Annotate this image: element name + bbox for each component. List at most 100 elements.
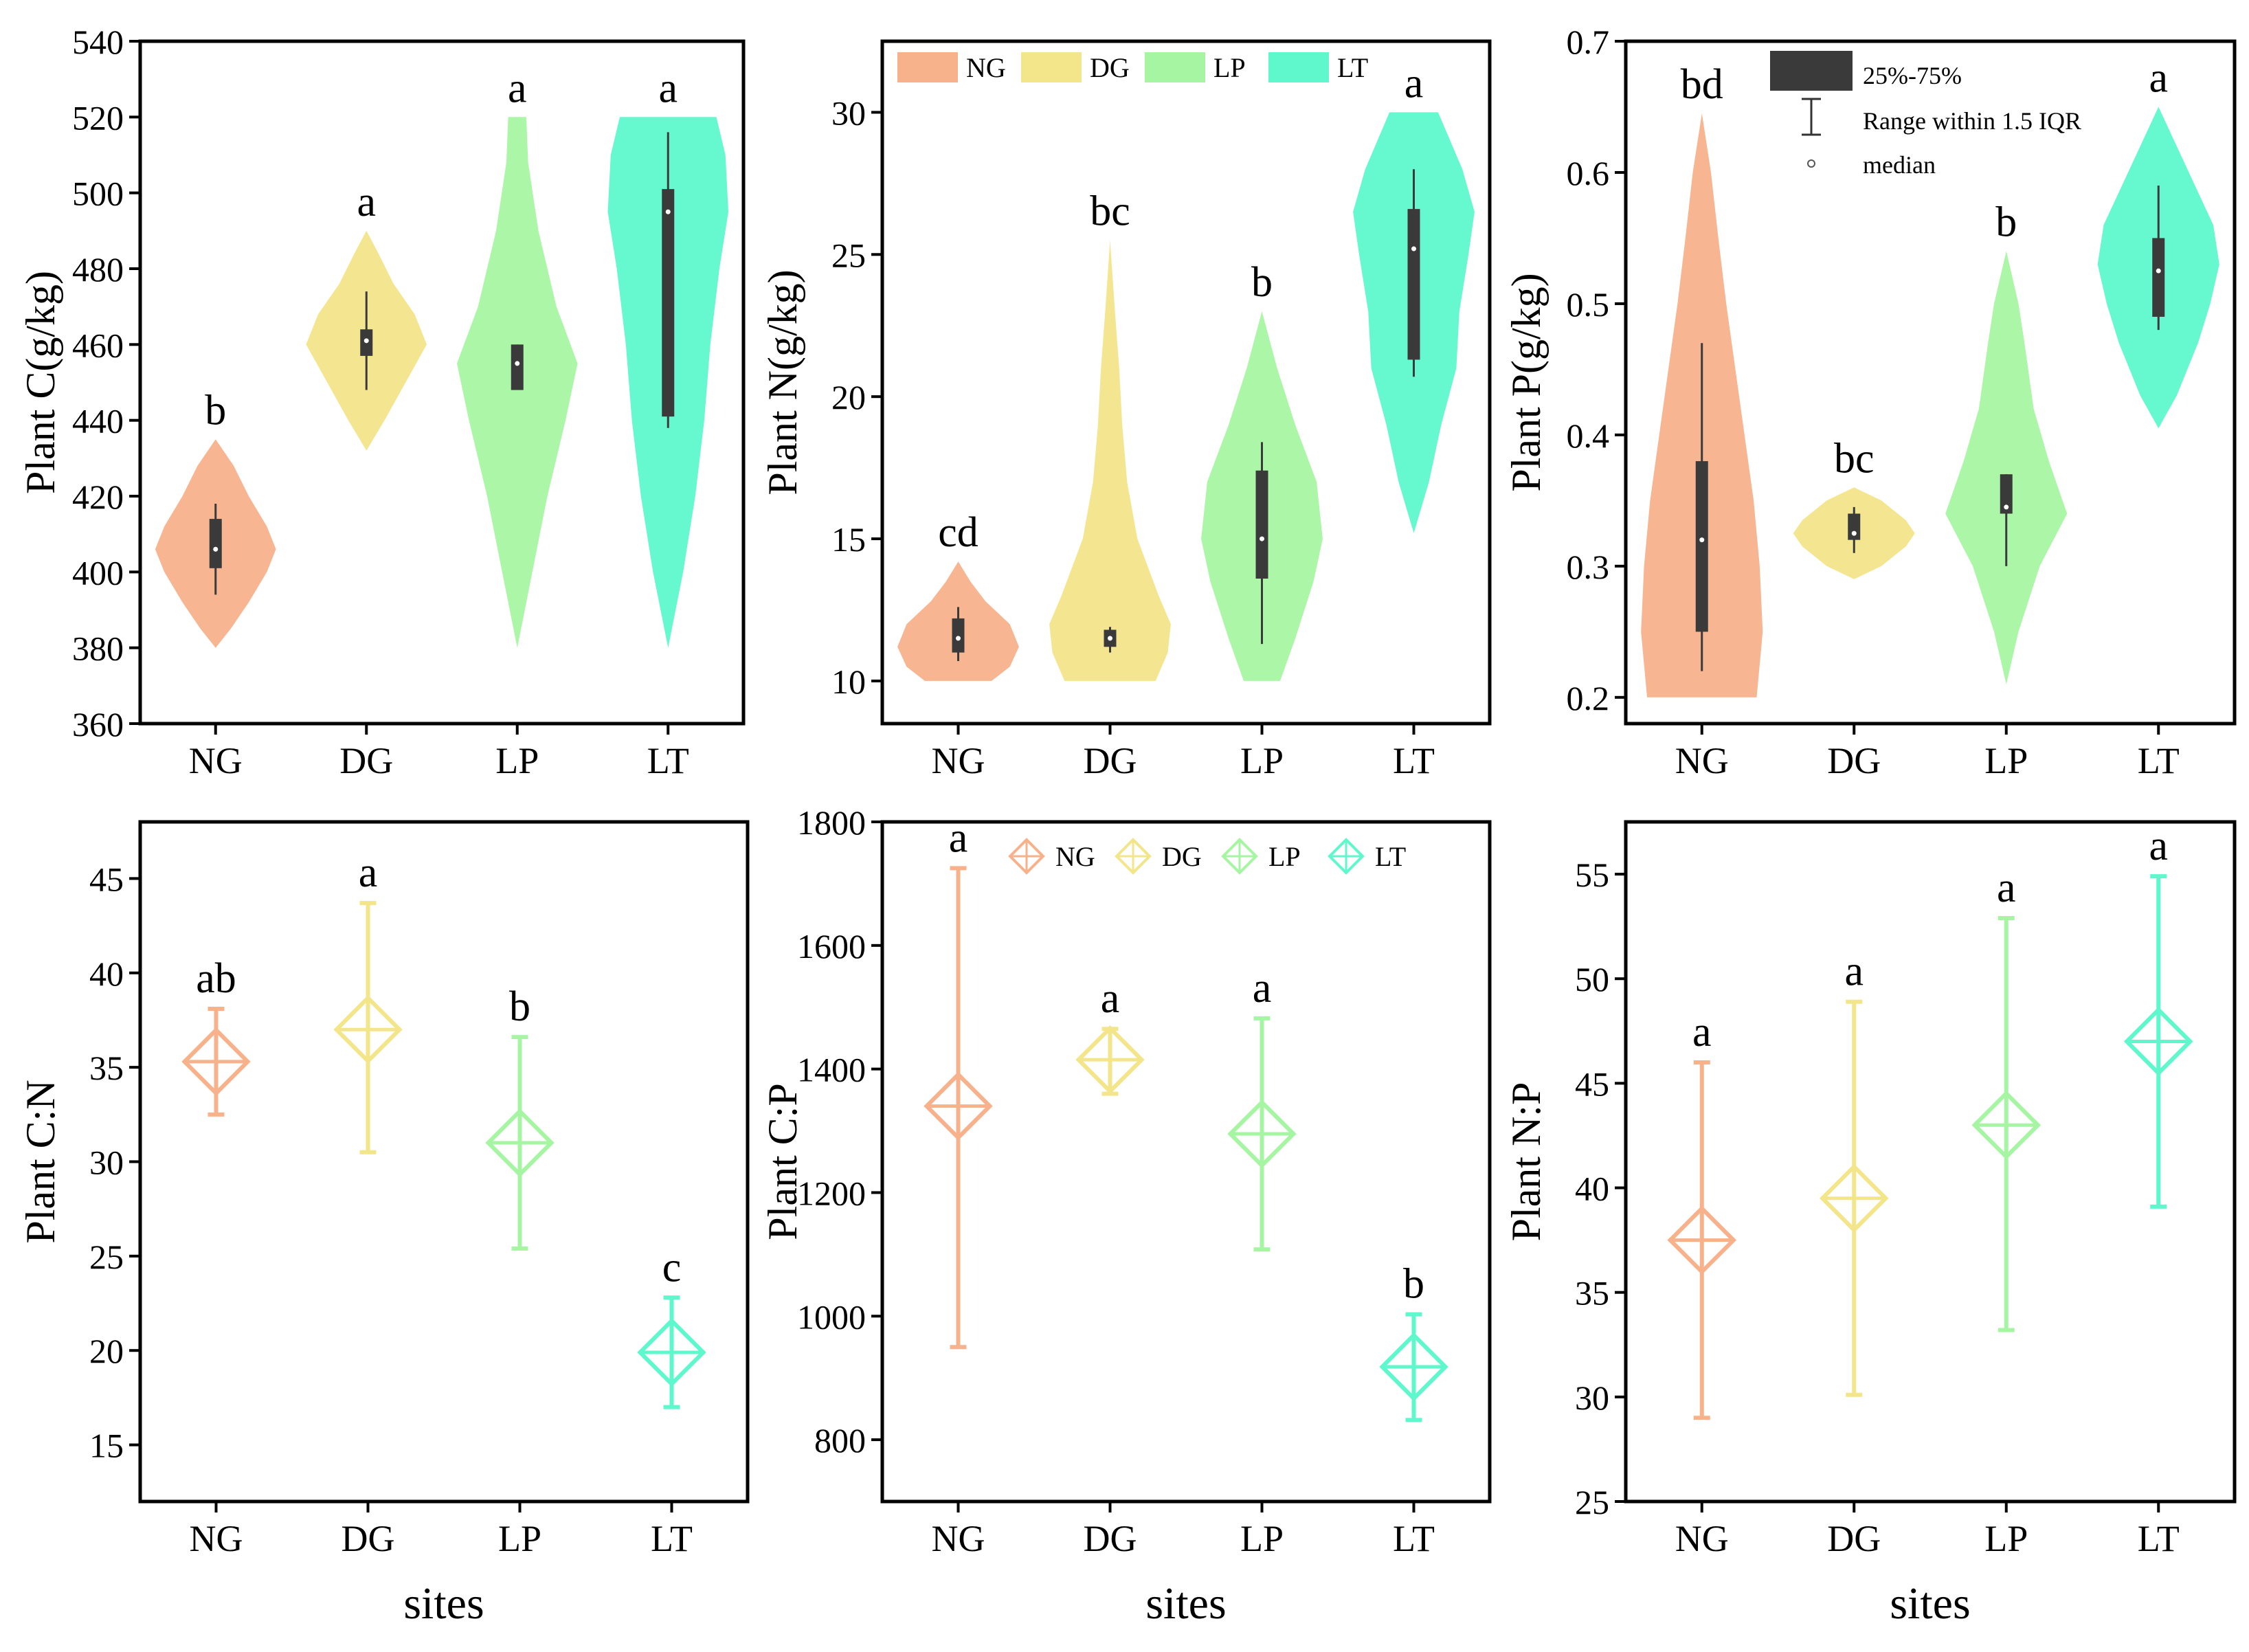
y-axis-label: Plant C:N xyxy=(18,1080,63,1243)
legend-swatch-LT xyxy=(1268,52,1329,82)
median-dot-NG xyxy=(1699,537,1705,543)
mean-diamond-DG xyxy=(1075,1025,1145,1095)
significance-letter-DG: a xyxy=(1844,948,1864,995)
iqr-box-LT xyxy=(1407,209,1420,360)
x-tick-label: NG xyxy=(1675,1518,1729,1559)
mean-diamond-LT xyxy=(1379,1332,1448,1402)
y-tick-label: 45 xyxy=(1575,1064,1609,1103)
iqr-box-NG xyxy=(209,519,222,568)
significance-letter-DG: bc xyxy=(1834,435,1875,482)
median-dot-LT xyxy=(1411,246,1416,252)
y-tick-label: 540 xyxy=(72,23,124,61)
y-tick-label: 40 xyxy=(89,955,124,993)
median-dot-DG xyxy=(1108,636,1112,641)
plant-n-panel: 10 15 20 25 30 NG DG LP LT Plant N(g/kg) cd bc b a NG D… xyxy=(760,39,1492,781)
y-tick-label: 30 xyxy=(89,1143,124,1182)
y-tick-label: 55 xyxy=(1575,856,1609,894)
y-tick-label: 1000 xyxy=(797,1297,866,1336)
x-tick-label: LT xyxy=(1393,740,1435,781)
significance-letter-LT: a xyxy=(2149,823,2168,869)
x-axis-label: sites xyxy=(403,1578,484,1629)
median-dot-LT xyxy=(665,209,671,214)
y-tick-label: 380 xyxy=(72,629,124,668)
significance-letter-LT: a xyxy=(1405,60,1424,107)
iqr-box-LP xyxy=(511,344,524,390)
significance-letter-NG: b xyxy=(205,387,226,434)
significance-letter-LP: a xyxy=(1997,864,2016,911)
y-tick-label: 15 xyxy=(831,520,866,559)
x-tick-label: LT xyxy=(651,1518,693,1559)
x-tick-label: LT xyxy=(2138,1518,2180,1559)
legend: NG DG LP LT xyxy=(1008,838,1406,875)
y-tick-label: 0.3 xyxy=(1567,548,1610,586)
legend-swatch-LP xyxy=(1145,52,1205,82)
y-axis-label: Plant N(g/kg) xyxy=(760,269,805,495)
y-tick-label: 25 xyxy=(89,1238,124,1276)
significance-letter-DG: a xyxy=(357,179,376,225)
significance-letter-DG: a xyxy=(359,849,378,896)
y-tick-label: 480 xyxy=(72,250,124,289)
median-dot-LP xyxy=(2004,504,2009,510)
x-tick-label: DG xyxy=(1827,740,1881,781)
axes-frame xyxy=(138,39,746,726)
legend-label-NG: NG xyxy=(1055,841,1095,872)
y-axis-label: Plant C:P xyxy=(760,1083,805,1240)
plant-np-panel: 25 30 35 40 45 50 55 NG DG LP LT Plant N:P sites a a a a xyxy=(1503,820,2237,1629)
median-dot-NG xyxy=(956,636,961,641)
x-tick-label: DG xyxy=(342,1518,395,1559)
x-axis-label: sites xyxy=(1890,1578,1970,1629)
y-tick-label: 0.4 xyxy=(1567,416,1610,455)
significance-letter-NG: ab xyxy=(196,955,236,1002)
y-tick-label: 35 xyxy=(1575,1274,1609,1313)
y-tick-label: 360 xyxy=(72,705,124,744)
y-tick-label: 0.5 xyxy=(1567,285,1610,324)
significance-letter-LP: b xyxy=(1251,259,1273,306)
y-axis-label: Plant P(g/kg) xyxy=(1503,273,1549,491)
iqr-box-NG xyxy=(1695,461,1708,632)
significance-letter-LP: a xyxy=(508,65,527,111)
legend-median-marker xyxy=(1807,159,1815,168)
legend-label-DG: DG xyxy=(1162,841,1202,872)
y-tick-label: 30 xyxy=(1575,1378,1609,1417)
mean-diamond-LT xyxy=(637,1317,706,1387)
x-tick-label: LP xyxy=(1240,1518,1284,1559)
y-tick-label: 40 xyxy=(1575,1170,1609,1208)
y-tick-label: 1800 xyxy=(797,803,866,842)
axes-frame xyxy=(1624,39,2237,726)
y-tick-label: 25 xyxy=(1575,1483,1609,1521)
x-tick-label: LT xyxy=(1393,1518,1435,1559)
significance-letter-LT: b xyxy=(1403,1261,1424,1308)
y-tick-label: 25 xyxy=(831,236,866,274)
legend-swatch-DG xyxy=(1021,52,1082,82)
legend-label-median: median xyxy=(1863,151,1936,179)
median-dot-DG xyxy=(1851,531,1857,536)
y-tick-label: 400 xyxy=(72,553,124,592)
x-tick-label: LP xyxy=(1984,740,2028,781)
significance-letter-LP: a xyxy=(1253,965,1272,1012)
axes-frame xyxy=(138,820,750,1504)
y-tick-label: 1200 xyxy=(797,1174,866,1212)
x-tick-label: LP xyxy=(1240,740,1284,781)
significance-letter-DG: a xyxy=(1101,975,1120,1022)
mean-diamond-NG xyxy=(924,1071,993,1141)
plant-c-panel: 360 380 400 420 440 460 480 500 520 540 NG DG LP LT Pl… xyxy=(18,23,746,781)
legend-iqr-box xyxy=(1770,51,1853,91)
violin-LP xyxy=(1945,251,2068,684)
significance-letter-NG: bd xyxy=(1681,61,1723,108)
y-tick-label: 0.6 xyxy=(1567,154,1610,192)
legend-label-DG: DG xyxy=(1090,52,1130,83)
significance-letter-DG: bc xyxy=(1090,188,1130,235)
y-tick-label: 30 xyxy=(831,93,866,132)
y-tick-label: 420 xyxy=(72,478,124,516)
x-tick-label: LP xyxy=(1984,1518,2028,1559)
iqr-box-LT xyxy=(662,189,675,417)
x-tick-label: NG xyxy=(932,1518,985,1559)
legend-label-LP: LP xyxy=(1268,841,1301,872)
y-tick-label: 1600 xyxy=(797,927,866,965)
y-tick-label: 800 xyxy=(814,1421,866,1460)
x-tick-label: LP xyxy=(495,740,539,781)
y-tick-label: 45 xyxy=(89,860,124,898)
y-tick-label: 20 xyxy=(89,1332,124,1370)
significance-letter-LT: c xyxy=(662,1244,682,1291)
y-tick-label: 460 xyxy=(72,326,124,364)
